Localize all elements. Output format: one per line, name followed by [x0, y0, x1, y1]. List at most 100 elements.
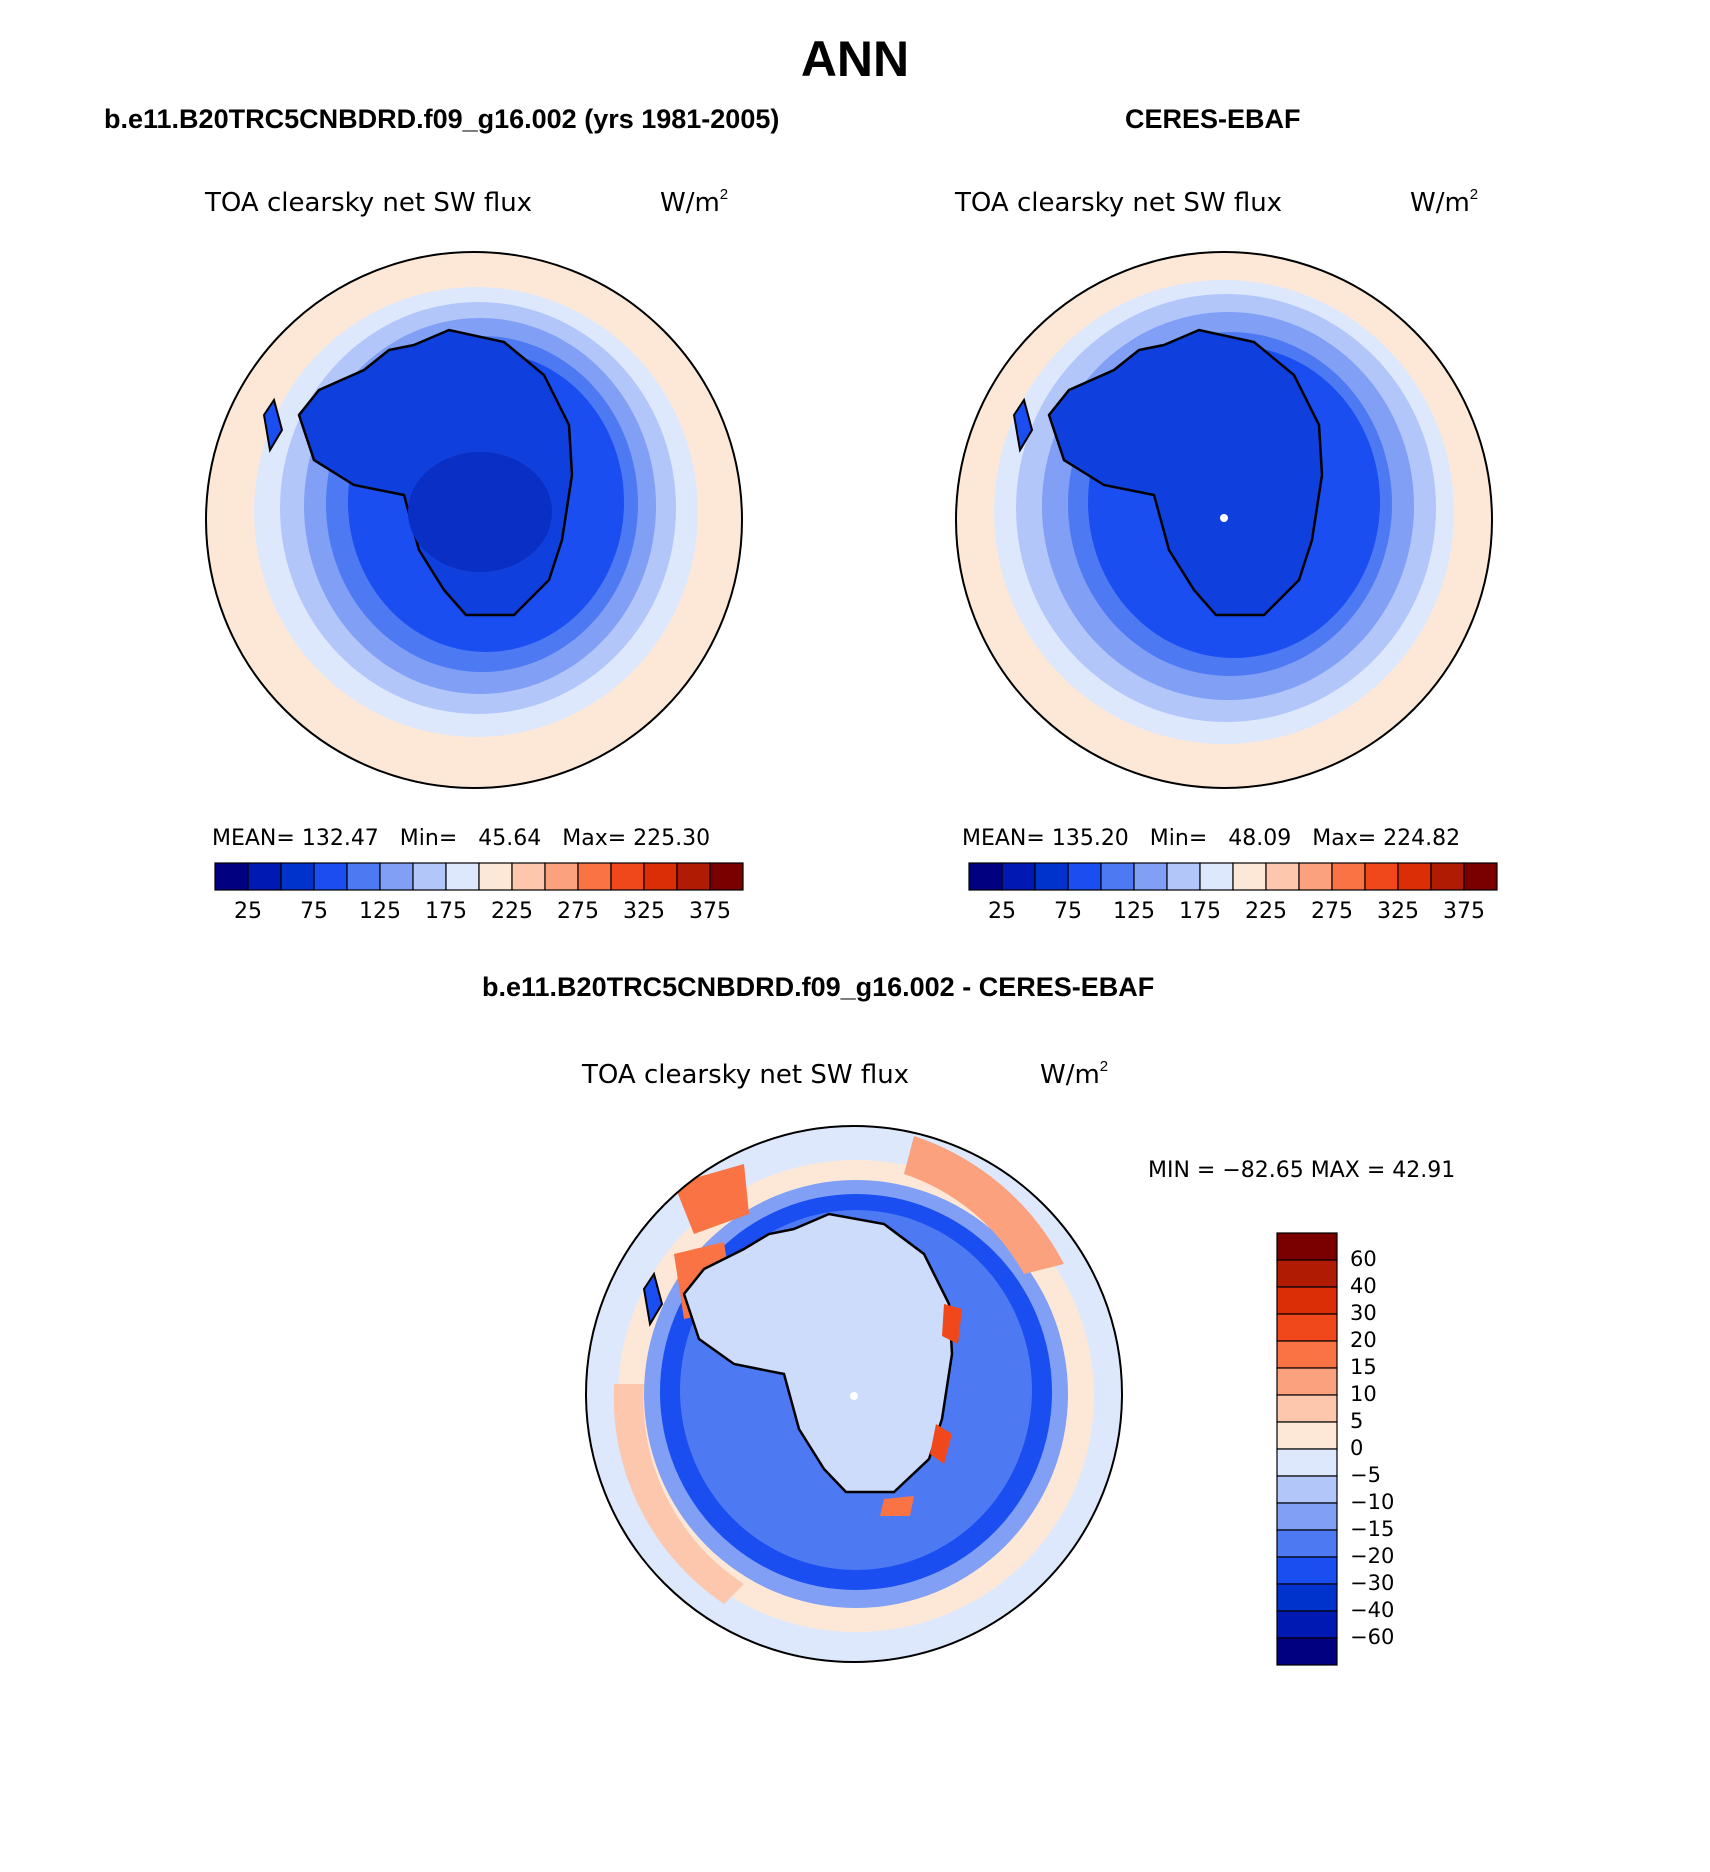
min-label: Min=	[399, 826, 458, 851]
colorbar-tick-label: 375	[1443, 899, 1485, 924]
colorbar-swatch	[1067, 862, 1102, 891]
colorbar-swatch	[214, 862, 249, 891]
colorbar-swatch	[1276, 1394, 1338, 1423]
colorbar-swatch	[1463, 862, 1498, 891]
colorbar-tick-label: 275	[557, 899, 599, 924]
colorbar-swatch	[1276, 1475, 1338, 1504]
colorbar-swatch	[511, 862, 546, 891]
colorbar-swatch	[247, 862, 282, 891]
colorbar-level-label: 15	[1350, 1355, 1377, 1379]
colorbar-level-label: 10	[1350, 1382, 1377, 1406]
colorbar-tick-label: 125	[1113, 899, 1155, 924]
obs-variable-title: TOA clearsky net SW flux	[955, 188, 1283, 218]
colorbar-swatch	[1265, 862, 1300, 891]
colorbar-swatch	[1100, 862, 1135, 891]
obs-units: W/m2	[1410, 186, 1479, 218]
colorbar-tick-label: 175	[425, 899, 467, 924]
colorbar-tick-label: 275	[1311, 899, 1353, 924]
colorbar-swatch	[1276, 1259, 1338, 1288]
colorbar-swatch	[1276, 1556, 1338, 1585]
colorbar-swatch	[1430, 862, 1465, 891]
model-stats: MEAN= 132.47 Min= 45.64 Max= 225.30	[212, 826, 710, 851]
diff-units: W/m2	[1040, 1058, 1109, 1090]
colorbar-swatch	[968, 862, 1003, 891]
diff-variable-title: TOA clearsky net SW flux	[582, 1060, 910, 1090]
colorbar-swatch	[1276, 1610, 1338, 1639]
colorbar-swatches	[968, 862, 1498, 891]
colorbar-swatch	[709, 862, 744, 891]
colorbar-swatch	[1199, 862, 1234, 891]
mean-label: MEAN=	[962, 826, 1045, 851]
colorbar-swatch	[577, 862, 612, 891]
colorbar-level-label: −20	[1350, 1544, 1395, 1568]
colorbar-tick-label: 25	[988, 899, 1016, 924]
colorbar-swatch	[346, 862, 381, 891]
colorbar-swatch	[544, 862, 579, 891]
colorbar-swatch	[1276, 1286, 1338, 1315]
obs-case-title: CERES-EBAF	[1125, 104, 1301, 134]
colorbar-level-label: 60	[1350, 1247, 1377, 1271]
colorbar-swatches	[214, 862, 744, 891]
colorbar-swatch	[1276, 1421, 1338, 1450]
colorbar-swatch	[1276, 1340, 1338, 1369]
colorbar-level-label: −30	[1350, 1571, 1395, 1595]
colorbar-swatch	[1276, 1367, 1338, 1396]
colorbar-tick-label: 225	[491, 899, 533, 924]
obs-polar-map	[955, 251, 1493, 789]
max-value: 225.30	[633, 826, 711, 851]
max-label: Max=	[562, 826, 627, 851]
mean-value: 135.20	[1051, 826, 1129, 851]
colorbar-swatch	[1364, 862, 1399, 891]
colorbar-tick-label: 75	[1054, 899, 1082, 924]
colorbar-level-label: 30	[1350, 1301, 1377, 1325]
colorbar-swatch	[1276, 1583, 1338, 1612]
colorbar-swatch	[1276, 1502, 1338, 1531]
colorbar-swatch	[610, 862, 645, 891]
colorbar-swatch	[1276, 1529, 1338, 1558]
colorbar-level-label: −15	[1350, 1517, 1395, 1541]
colorbar-tick-label: 225	[1245, 899, 1287, 924]
colorbar-tick-label: 25	[234, 899, 262, 924]
colorbar-swatch	[1001, 862, 1036, 891]
colorbar-swatch	[478, 862, 513, 891]
max-label: Max=	[1312, 826, 1377, 851]
colorbar-swatch	[280, 862, 315, 891]
colorbar-tick-label: 75	[300, 899, 328, 924]
colorbar-swatch	[1133, 862, 1168, 891]
colorbar-level-label: −60	[1350, 1625, 1395, 1649]
colorbar-swatch	[1298, 862, 1333, 891]
colorbar-swatch	[1276, 1448, 1338, 1477]
colorbar-swatch	[643, 862, 678, 891]
model-case-title: b.e11.B20TRC5CNBDRD.f09_g16.002 (yrs 198…	[104, 104, 780, 134]
colorbar-swatch	[445, 862, 480, 891]
mean-label: MEAN=	[212, 826, 295, 851]
colorbar-level-label: −40	[1350, 1598, 1395, 1622]
obs-stats: MEAN= 135.20 Min= 48.09 Max= 224.82	[962, 826, 1460, 851]
diff-minmax: MIN = −82.65 MAX = 42.91	[1148, 1158, 1456, 1183]
max-value: 224.82	[1383, 826, 1461, 851]
diff-case-title: b.e11.B20TRC5CNBDRD.f09_g16.002 - CERES-…	[482, 972, 1155, 1002]
colorbar-level-label: 0	[1350, 1436, 1364, 1460]
colorbar-swatch	[1166, 862, 1201, 891]
colorbar-swatch	[379, 862, 414, 891]
min-value: 48.09	[1228, 826, 1292, 851]
page-title: ANN	[800, 31, 910, 87]
colorbar-level-label: 5	[1350, 1409, 1364, 1433]
diff-polar-map	[585, 1125, 1123, 1663]
colorbar-level-label: −5	[1350, 1463, 1381, 1487]
colorbar-level-label: 40	[1350, 1274, 1377, 1298]
colorbar-tick-label: 175	[1179, 899, 1221, 924]
colorbar-level-label: 20	[1350, 1328, 1377, 1352]
colorbar-swatch	[1276, 1637, 1338, 1666]
colorbar-tick-label: 325	[623, 899, 665, 924]
colorbar-swatch	[676, 862, 711, 891]
colorbar-tick-label: 325	[1377, 899, 1419, 924]
colorbar-tick-label: 375	[689, 899, 731, 924]
model-units: W/m2	[660, 186, 729, 218]
min-label: Min=	[1149, 826, 1208, 851]
colorbar-swatch	[1276, 1313, 1338, 1342]
min-value: 45.64	[478, 826, 542, 851]
colorbar-swatch	[1232, 862, 1267, 891]
colorbar-swatch	[412, 862, 447, 891]
mean-value: 132.47	[301, 826, 379, 851]
